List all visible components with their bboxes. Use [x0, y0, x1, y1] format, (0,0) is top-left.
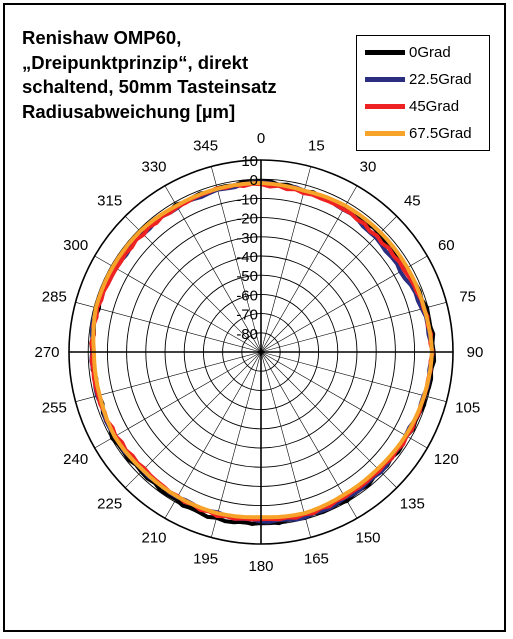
angular-tick-label: 315: [97, 193, 122, 210]
grid-spoke: [164, 351, 262, 519]
angular-tick-label: 120: [434, 451, 459, 468]
chart-title: Renishaw OMP60, „Dreipunktprinzip“, dire…: [22, 27, 277, 122]
grid-spoke: [260, 351, 358, 519]
legend-swatch: [365, 76, 405, 82]
angular-tick-label: 165: [304, 551, 329, 568]
grid-spoke: [260, 185, 358, 353]
radial-tick-label: -10: [236, 191, 258, 208]
radial-tick-label: 0: [250, 172, 258, 189]
labels-layer: 10 0 -10 -20 -30 -40 -50 -60 -70 -80 0 15 30 45 60 75 90…: [34, 130, 483, 575]
radial-tick-label: -80: [236, 326, 258, 343]
angular-tick-label: 30: [360, 159, 377, 176]
legend-item-0grad: 0Grad: [365, 40, 451, 64]
radial-tick-label: -50: [236, 268, 258, 285]
radial-tick-label: -70: [236, 307, 258, 324]
grid-spoke: [211, 351, 262, 538]
angular-tick-label: 60: [438, 237, 455, 254]
radial-tick-label: -30: [236, 230, 258, 247]
grid-spoke: [164, 185, 262, 353]
grid-spoke: [260, 351, 311, 538]
angular-tick-label: 225: [97, 495, 122, 512]
grid-spoke: [260, 302, 447, 353]
angular-tick-label: 195: [193, 551, 218, 568]
angular-tick-label: 285: [42, 289, 67, 306]
angular-tick-label: 135: [400, 495, 425, 512]
grid-spoke: [211, 166, 262, 353]
grid-spoke: [260, 351, 428, 449]
angular-tick-label: 0: [257, 130, 265, 147]
angular-tick-label: 105: [455, 399, 480, 416]
grid-spoke: [125, 351, 262, 488]
legend-item-67-5grad: 67.5Grad: [365, 121, 472, 145]
angular-tick-label: 90: [467, 344, 484, 361]
angular-tick-label: 180: [248, 558, 273, 575]
grid-spoke: [260, 216, 397, 353]
legend-swatch: [365, 103, 405, 109]
angular-tick-label: 300: [63, 237, 88, 254]
angular-tick-label: 270: [34, 344, 59, 361]
angular-tick-label: 255: [42, 399, 67, 416]
angular-tick-label: 240: [63, 451, 88, 468]
grid-spoke: [260, 351, 397, 488]
legend-swatch: [365, 49, 405, 55]
grid-spoke: [260, 351, 447, 402]
angular-tick-label: 45: [404, 193, 421, 210]
angular-tick-label: 75: [459, 289, 476, 306]
angular-tick-label: 150: [355, 529, 380, 546]
angular-tick-label: 210: [141, 529, 166, 546]
grid-spoke: [75, 302, 262, 353]
legend-item-22-5grad: 22.5Grad: [365, 67, 472, 91]
angular-tick-label: 345: [193, 137, 218, 154]
radial-tick-label: -60: [236, 287, 258, 304]
legend: 0Grad 22.5Grad 45Grad 67.5Grad: [356, 35, 490, 151]
legend-label: 67.5Grad: [409, 124, 472, 142]
grid-spoke: [125, 216, 262, 353]
angular-tick-label: 15: [308, 137, 325, 154]
axes-layer: [69, 160, 453, 544]
legend-item-45grad: 45Grad: [365, 94, 459, 118]
legend-label: 0Grad: [409, 43, 451, 61]
grid-spoke: [94, 351, 262, 449]
angular-tick-label: 330: [141, 159, 166, 176]
radial-tick-label: -40: [236, 249, 258, 266]
grid-spoke: [75, 351, 262, 402]
grid-spoke: [94, 255, 262, 353]
legend-swatch: [365, 130, 405, 136]
grid-spoke: [260, 166, 311, 353]
radial-tick-label: -20: [236, 211, 258, 228]
legend-label: 22.5Grad: [409, 70, 472, 88]
legend-label: 45Grad: [409, 97, 460, 115]
radial-tick-label: 10: [241, 153, 258, 170]
